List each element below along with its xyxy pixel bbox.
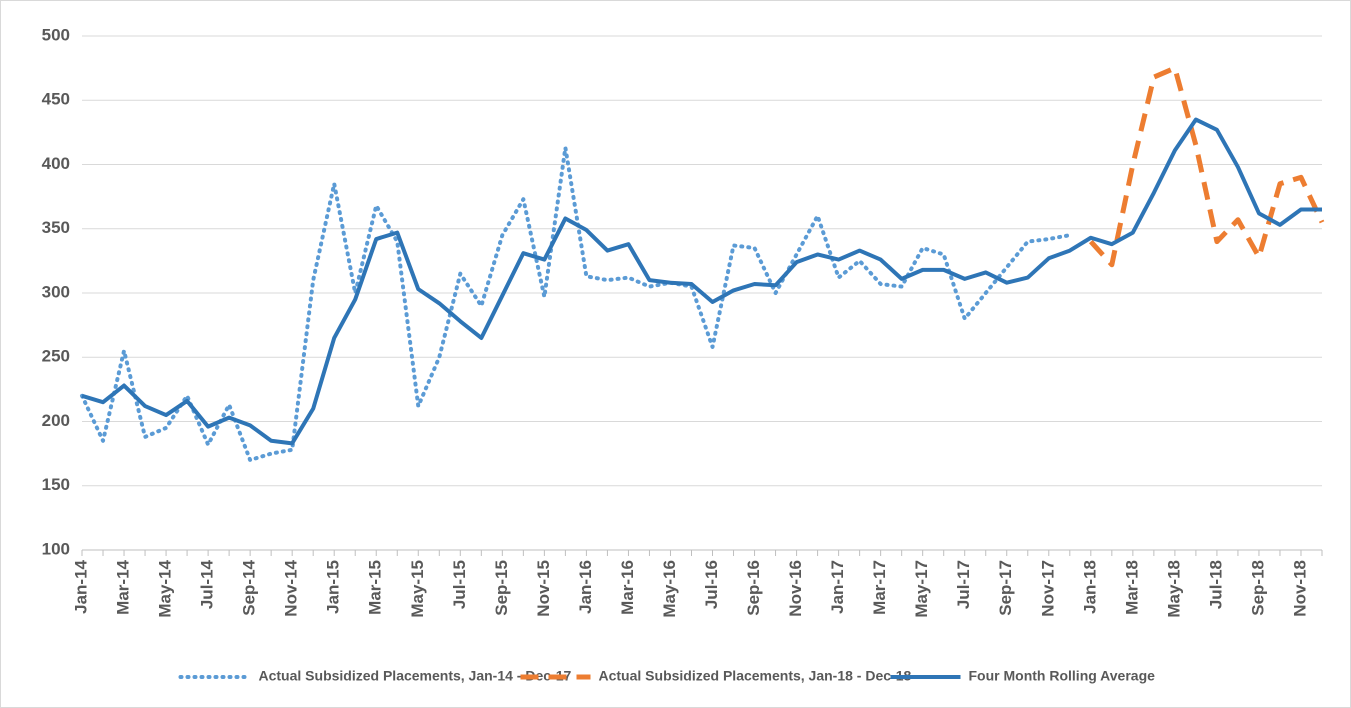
- x-tick-label: Mar-16: [618, 560, 637, 615]
- legend-label: Actual Subsidized Placements, Jan-18 - D…: [599, 668, 912, 684]
- x-tick-label: Jul-15: [450, 560, 469, 609]
- legend: Actual Subsidized Placements, Jan-14 - D…: [178, 668, 1156, 684]
- legend-label: Actual Subsidized Placements, Jan-14 - D…: [259, 668, 572, 684]
- x-tick-label: Sep-17: [996, 560, 1015, 616]
- y-tick-label: 450: [42, 90, 70, 109]
- x-tick-label: May-14: [156, 559, 175, 617]
- x-tick-label: Nov-15: [534, 560, 553, 617]
- x-tick-label: Jul-18: [1206, 560, 1225, 609]
- x-tick-label: Sep-16: [744, 560, 763, 616]
- y-tick-label: 400: [42, 154, 70, 173]
- x-tick-label: May-17: [912, 560, 931, 618]
- x-tick-label: Jul-14: [198, 559, 217, 609]
- y-tick-label: 350: [42, 218, 70, 237]
- x-tick-label: May-15: [408, 560, 427, 618]
- x-tick-label: Mar-17: [870, 560, 889, 615]
- y-tick-label: 100: [42, 539, 70, 558]
- x-tick-label: Sep-18: [1248, 560, 1267, 616]
- x-tick-label: Jan-16: [576, 560, 595, 614]
- x-tick-label: Nov-16: [786, 560, 805, 617]
- x-tick-label: Jan-14: [71, 559, 90, 613]
- y-tick-label: 200: [42, 411, 70, 430]
- x-tick-label: Sep-14: [240, 559, 259, 615]
- x-tick-label: Jan-15: [324, 560, 343, 614]
- x-tick-label: Mar-18: [1122, 560, 1141, 615]
- x-tick-label: Nov-18: [1290, 560, 1309, 617]
- x-tick-label: Sep-15: [492, 560, 511, 616]
- x-tick-label: Mar-14: [114, 559, 133, 614]
- x-tick-label: Jan-17: [828, 560, 847, 614]
- x-tick-label: May-16: [660, 560, 679, 618]
- x-tick-label: Jul-17: [954, 560, 973, 609]
- x-tick-label: Nov-17: [1038, 560, 1057, 617]
- x-tick-label: Jan-18: [1080, 560, 1099, 614]
- y-tick-label: 150: [42, 475, 70, 494]
- series-line: [80, 145, 1072, 463]
- y-tick-label: 250: [42, 347, 70, 366]
- series-line: [1088, 65, 1325, 268]
- x-tick-label: Nov-14: [282, 559, 301, 616]
- x-tick-label: Jul-16: [702, 560, 721, 609]
- x-tick-label: Mar-15: [366, 560, 385, 615]
- y-tick-label: 500: [42, 25, 70, 44]
- legend-label: Four Month Rolling Average: [969, 668, 1156, 684]
- y-tick-label: 300: [42, 282, 70, 301]
- series-line: [81, 117, 1322, 446]
- x-tick-label: May-18: [1164, 560, 1183, 618]
